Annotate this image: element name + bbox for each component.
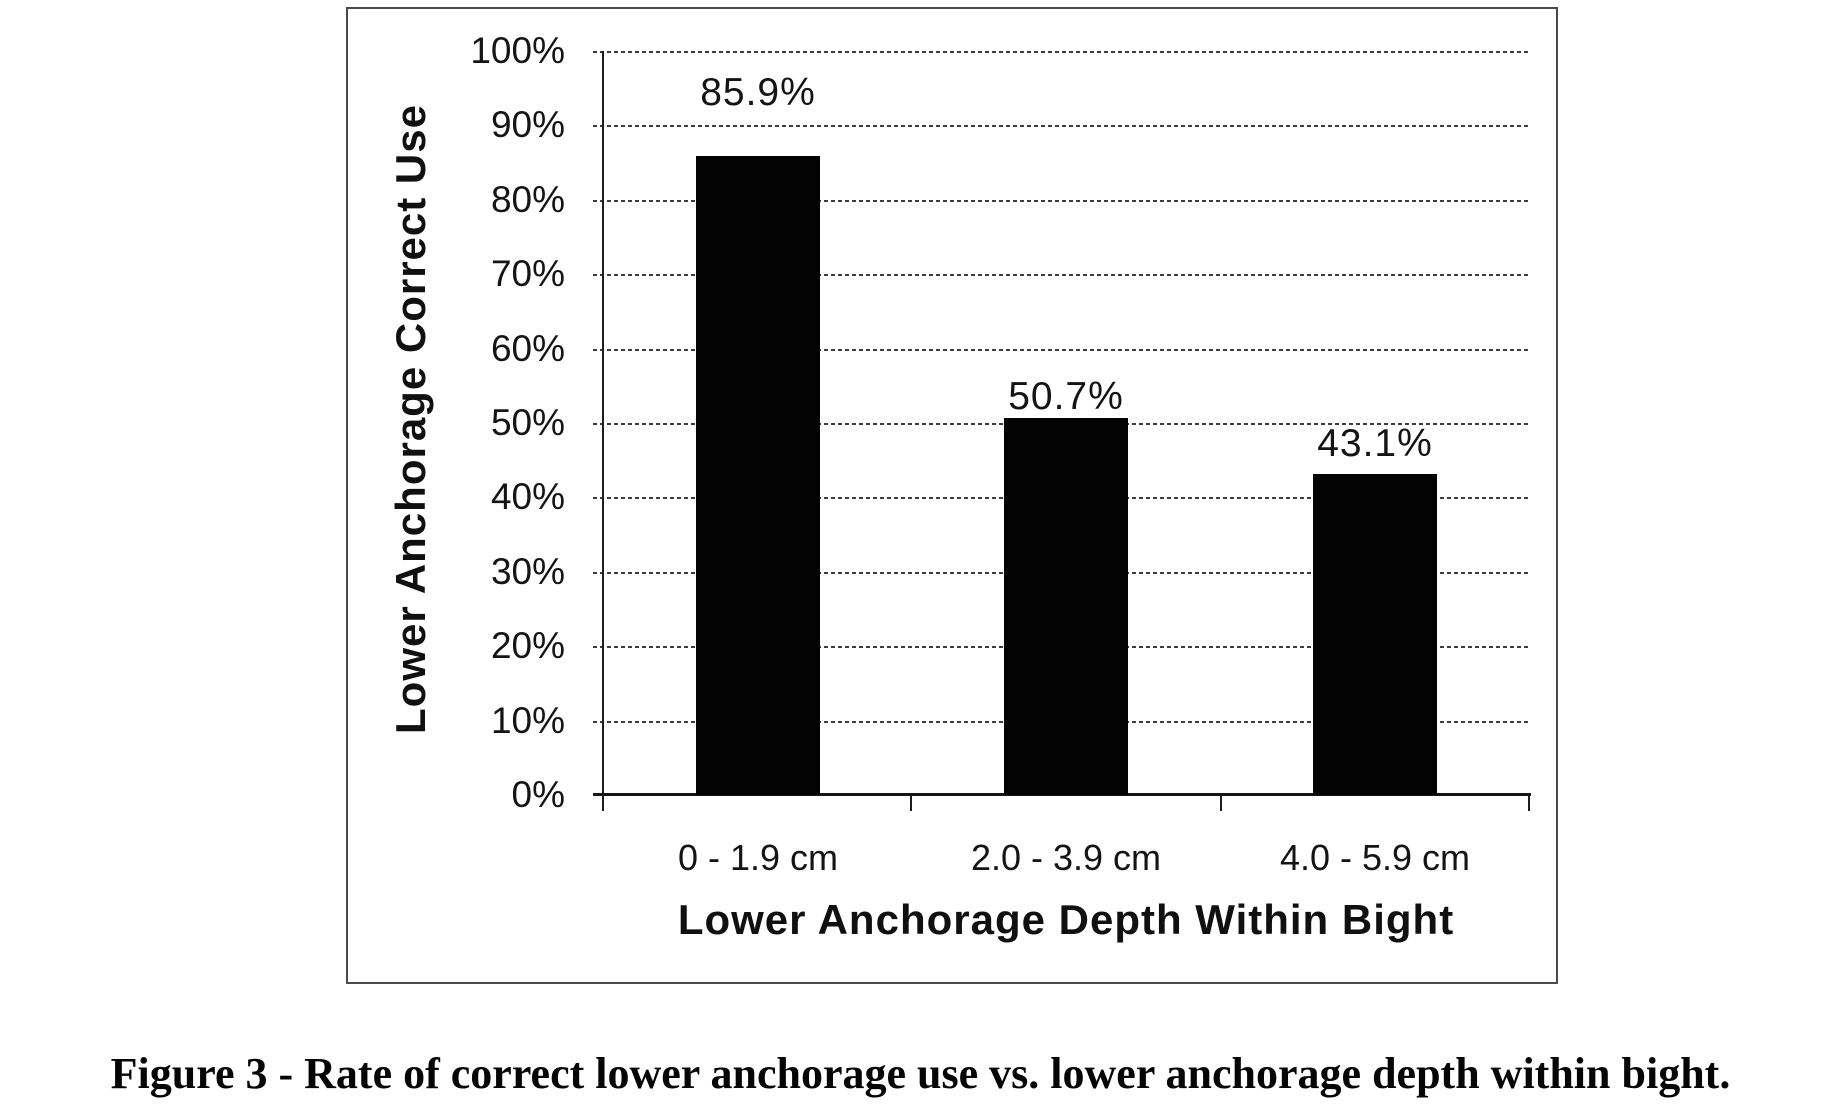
- y-tick-label-60: 60%: [490, 328, 565, 369]
- y-tick-label-10: 10%: [490, 700, 565, 741]
- gridline-70: [593, 274, 1531, 276]
- x-axis-tick: [602, 795, 604, 811]
- x-category-label: 2.0 - 3.9 cm: [970, 837, 1162, 878]
- gridline-100: [593, 51, 1531, 53]
- y-tick-label-90: 90%: [490, 104, 565, 145]
- gridline-60: [593, 349, 1531, 351]
- y-tick-label-50: 50%: [490, 402, 565, 443]
- figure-caption: Figure 3 - Rate of correct lower anchora…: [110, 1049, 1731, 1098]
- x-axis-tick: [1220, 795, 1222, 811]
- x-axis-tick: [1528, 795, 1530, 811]
- x-axis-tick: [910, 795, 912, 811]
- y-axis-line: [602, 51, 604, 811]
- x-category-label: 0 - 1.9 cm: [677, 837, 839, 878]
- bar-data-label: 85.9%: [700, 71, 816, 114]
- y-tick-label-0: 0%: [511, 774, 565, 815]
- plot-area: 85.9% 50.7% 43.1%: [593, 51, 1531, 811]
- y-tick-label-30: 30%: [490, 551, 565, 592]
- bar-data-label: 43.1%: [1317, 422, 1433, 465]
- bar-data-label: 50.7%: [1008, 375, 1124, 418]
- gridline-80: [593, 200, 1531, 202]
- y-tick-label-20: 20%: [490, 625, 565, 666]
- y-tick-label-70: 70%: [490, 253, 565, 294]
- bar-0-1.9cm: [696, 156, 820, 795]
- bar-2.0-3.9cm: [1004, 418, 1128, 795]
- gridline-90: [593, 125, 1531, 127]
- bar-4.0-5.9cm: [1313, 474, 1437, 795]
- y-tick-label-100: 100%: [470, 30, 565, 71]
- x-axis-title: Lower Anchorage Depth Within Bight: [677, 896, 1455, 943]
- y-tick-label-80: 80%: [490, 179, 565, 220]
- y-tick-label-40: 40%: [490, 476, 565, 517]
- x-category-label: 4.0 - 5.9 cm: [1279, 837, 1471, 878]
- chart-frame: Lower Anchorage Correct Use 100% 90% 80%…: [346, 7, 1558, 984]
